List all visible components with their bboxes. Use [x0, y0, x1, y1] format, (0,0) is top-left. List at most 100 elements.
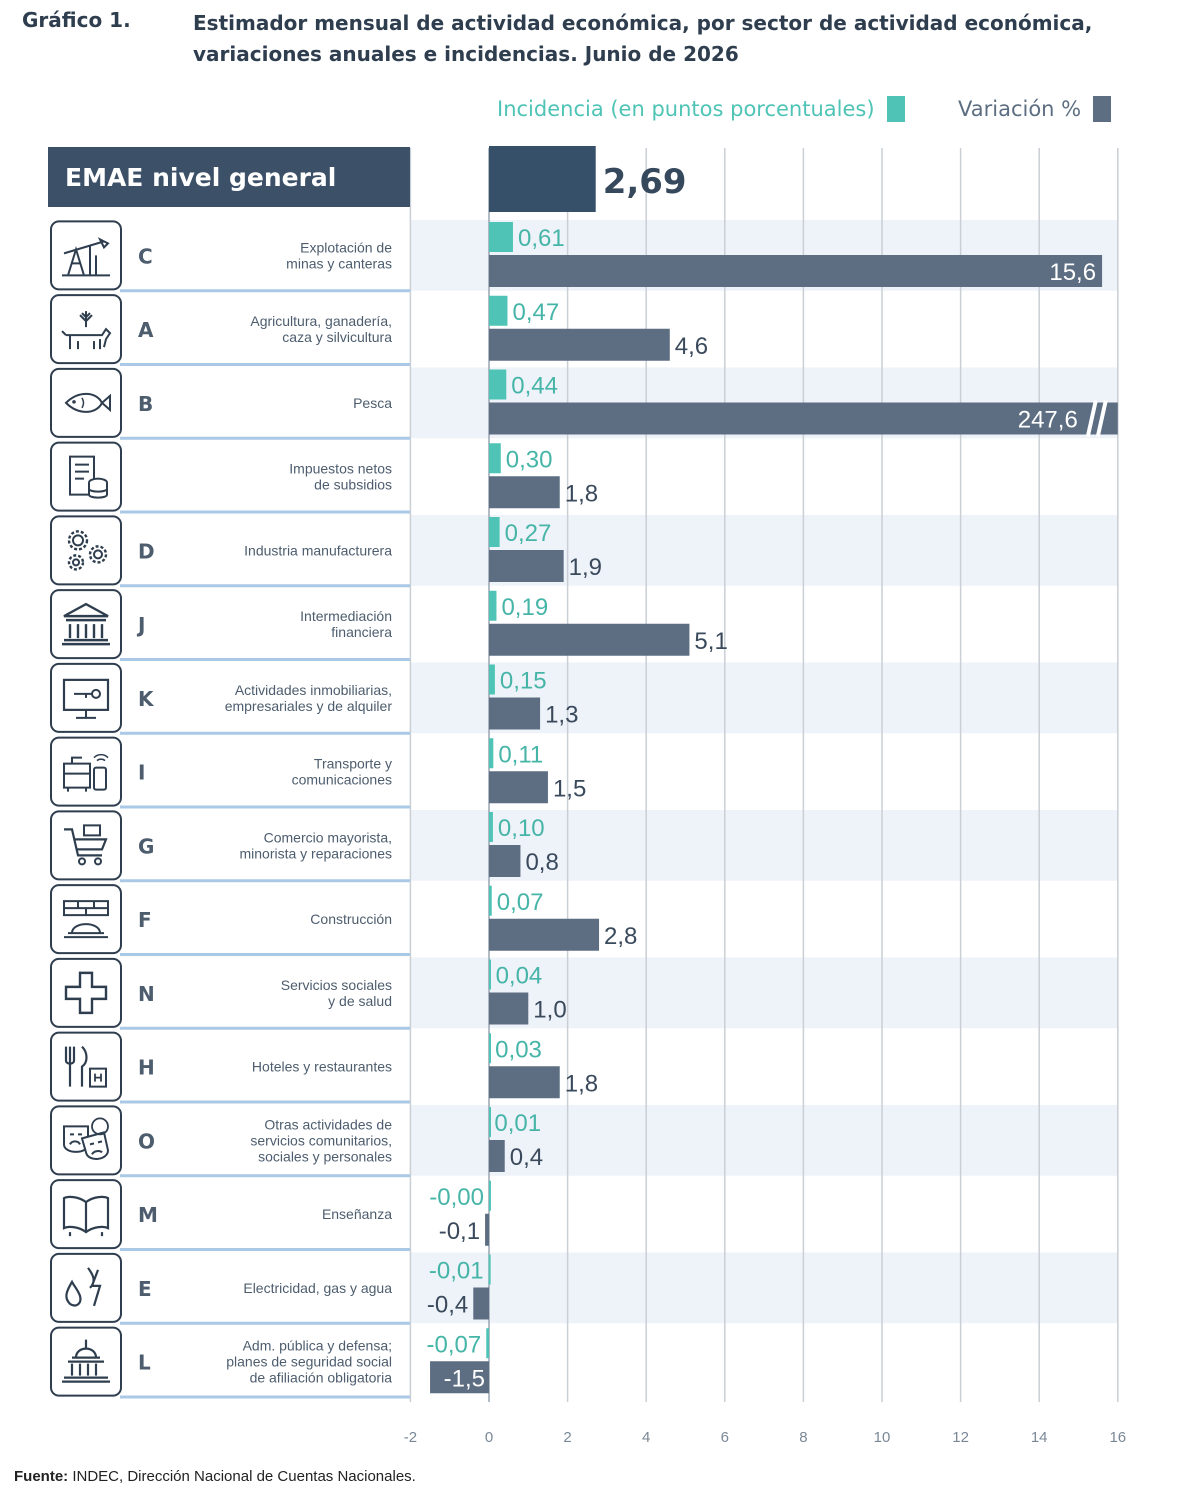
- sector-name: Comercio mayorista, minorista y reparacio…: [239, 829, 392, 861]
- row-band: [410, 1105, 1118, 1176]
- variation-bar: [489, 476, 560, 509]
- incidence-bar: [488, 1254, 491, 1285]
- bricks-helmet-icon: [63, 900, 109, 939]
- x-tick-label: 14: [1031, 1429, 1048, 1446]
- incidence-bar: [489, 517, 500, 547]
- legend-variation: Variación %: [958, 96, 1112, 122]
- sector-row: F Construcción: [50, 884, 410, 956]
- sector-icon-box: [50, 441, 122, 512]
- variation-value-label: 0,8: [525, 849, 558, 876]
- legend-incidence: Incidencia (en puntos porcentuales): [497, 96, 905, 122]
- sector-row: I Transporte y comunicaciones: [50, 736, 410, 809]
- sector-row: D Industria manufacturera: [50, 515, 410, 588]
- mining-pump-icon: [62, 237, 110, 277]
- variation-bar: [489, 918, 600, 951]
- sector-code: O: [138, 1129, 155, 1153]
- sector-icon-box: [50, 957, 122, 1028]
- variation-value-label: 1,8: [565, 1070, 598, 1097]
- incidence-value-label: -0,01: [429, 1258, 484, 1285]
- sector-row: O Otras actividades de servicios comunitar…: [50, 1105, 410, 1178]
- incidence-bar: [489, 295, 508, 326]
- sector-name: Hoteles y restaurantes: [252, 1059, 392, 1075]
- sector-name: Actividades inmobiliarias, empresariales …: [225, 682, 393, 714]
- incidence-bar: [489, 1107, 491, 1137]
- variation-bar: [489, 550, 564, 582]
- x-tick-label: 12: [952, 1429, 969, 1446]
- sector-name: Agricultura, ganadería, caza y silvicultu…: [250, 313, 392, 345]
- cutlery-hotel-icon: [64, 1045, 107, 1088]
- bus-phone-icon: [63, 753, 109, 792]
- variation-bar: [489, 771, 548, 804]
- sector-row: K Actividades inmobiliarias, empresariales…: [50, 662, 410, 735]
- variation-bar: [489, 623, 690, 656]
- variation-value-label: 1,0: [533, 997, 566, 1024]
- water-fire-bolt-icon: [65, 1267, 102, 1307]
- source-text: INDEC, Dirección Nacional de Cuentas Nac…: [72, 1468, 416, 1485]
- tax-document-coins-icon: [69, 455, 108, 499]
- variation-value-label: -1,5: [444, 1365, 485, 1392]
- sector-icon-box: [50, 662, 122, 733]
- icon-frame: [50, 736, 122, 807]
- variation-bar: [489, 1140, 505, 1172]
- icon-frame: [50, 515, 122, 586]
- sector-icon-box: [50, 515, 122, 586]
- sector-row: H Hoteles y restaurantes: [50, 1031, 410, 1104]
- x-tick-label: 16: [1109, 1429, 1126, 1446]
- x-tick-label: 2: [563, 1429, 571, 1446]
- sector-name: Impuestos netos de subsidios: [289, 461, 392, 493]
- incidence-value-label: 0,15: [500, 668, 547, 695]
- sector-icon-box: [50, 1031, 122, 1102]
- monitor-key-icon: [62, 678, 110, 719]
- incidence-bar: [489, 738, 494, 769]
- icon-frame: [50, 957, 122, 1028]
- sector-name: Construcción: [310, 911, 392, 927]
- sector-code: C: [138, 244, 153, 268]
- sector-icon-box: [50, 1252, 122, 1323]
- incidence-bar: [488, 1180, 491, 1211]
- sector-row: A Agricultura, ganadería, caza y silvicult…: [50, 294, 410, 366]
- x-tick-label: 4: [642, 1429, 650, 1446]
- fish-icon: [64, 392, 111, 413]
- incidence-value-label: 0,11: [498, 741, 543, 768]
- variation-bar: [430, 1361, 489, 1394]
- incidence-bar: [489, 369, 507, 400]
- sector-name: Pesca: [353, 395, 392, 411]
- variation-bar: [489, 328, 670, 361]
- open-book-icon: [62, 1195, 110, 1237]
- incidence-bar: [489, 443, 501, 474]
- total-value-label: 2,69: [603, 162, 687, 202]
- variation-value-label: 4,6: [675, 333, 708, 360]
- figure-title: Estimador mensual de actividad económica…: [193, 11, 1093, 66]
- legend-incidence-swatch: [886, 96, 905, 122]
- sector-code: M: [138, 1203, 158, 1227]
- x-tick-label: 8: [799, 1429, 807, 1446]
- incidence-bar: [489, 664, 495, 695]
- variation-bar: [489, 255, 1103, 287]
- source-note: Fuente: INDEC, Dirección Nacional de Cue…: [14, 1468, 416, 1485]
- shopping-cart-icon: [64, 824, 108, 866]
- sector-icon-box: [50, 1326, 122, 1397]
- variation-bar: [489, 1066, 560, 1099]
- capitol-building-icon: [62, 1339, 110, 1383]
- bank-building-icon: [62, 602, 110, 646]
- icon-frame: [50, 367, 122, 438]
- variation-value-label: 5,1: [694, 628, 727, 655]
- x-tick-label: -2: [404, 1429, 417, 1446]
- theater-masks-icon: [63, 1117, 110, 1160]
- sector-row: N Servicios sociales y de salud: [50, 957, 410, 1030]
- incidence-value-label: 0,61: [518, 225, 565, 252]
- total-bar: [489, 146, 596, 212]
- sector-code: F: [138, 908, 152, 932]
- icon-frame: [50, 1252, 122, 1323]
- sector-code: D: [138, 539, 155, 563]
- legend-variation-label: Variación %: [958, 97, 1082, 121]
- icon-frame: [50, 810, 122, 881]
- sector-code: A: [138, 318, 154, 342]
- x-tick-label: 0: [485, 1429, 493, 1446]
- sector-name: Adm. pública y defensa; planes de segurid…: [226, 1338, 392, 1386]
- sector-code: N: [138, 982, 155, 1006]
- icon-frame: [50, 441, 122, 512]
- incidence-value-label: 0,04: [496, 963, 543, 990]
- sector-name: Intermediación financiera: [300, 608, 392, 640]
- variation-bar: [489, 845, 521, 877]
